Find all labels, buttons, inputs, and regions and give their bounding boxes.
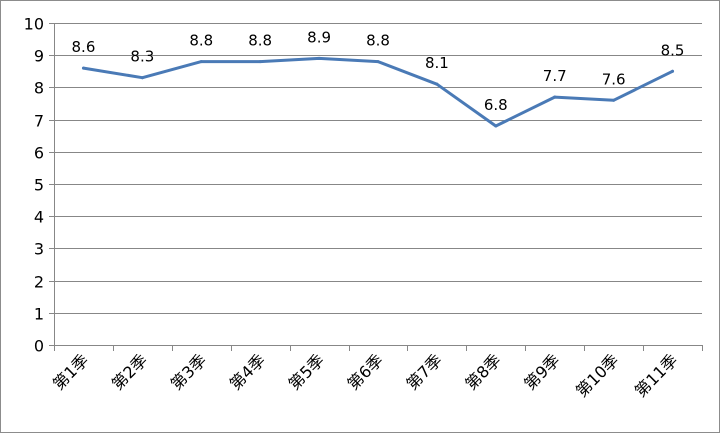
data-point bbox=[553, 95, 557, 99]
y-tick-label: 6 bbox=[34, 144, 44, 163]
y-tick-label: 3 bbox=[34, 240, 44, 259]
x-tick-label: 第10季 bbox=[572, 350, 622, 400]
data-point bbox=[199, 60, 203, 64]
y-tick-label: 10 bbox=[24, 15, 44, 34]
data-point bbox=[140, 76, 144, 80]
data-point bbox=[435, 82, 439, 86]
data-point bbox=[258, 60, 262, 64]
data-label: 6.8 bbox=[484, 96, 508, 114]
data-label: 8.8 bbox=[366, 32, 390, 50]
x-tick-labels: 第1季 第2季 第3季 第4季 第5季 第6季 第7季 第8季 第9季 第10季 第11季 bbox=[49, 350, 681, 400]
data-point bbox=[317, 56, 321, 60]
data-label: 7.7 bbox=[543, 67, 567, 85]
x-tick-label: 第1季 bbox=[49, 350, 92, 393]
y-tick-label: 7 bbox=[34, 112, 44, 131]
y-tick-label: 1 bbox=[34, 305, 44, 324]
data-label: 8.5 bbox=[661, 41, 685, 59]
x-tick-label: 第11季 bbox=[631, 350, 681, 400]
y-tick-label: 8 bbox=[34, 79, 44, 98]
data-label: 8.9 bbox=[307, 28, 331, 46]
x-tick-label: 第5季 bbox=[285, 350, 328, 393]
axes bbox=[49, 23, 703, 351]
y-tick-labels: 0 1 2 3 4 5 6 7 8 9 10 bbox=[24, 15, 44, 356]
y-tick-label: 4 bbox=[34, 208, 44, 227]
data-label: 8.8 bbox=[248, 32, 272, 50]
series bbox=[81, 56, 675, 128]
data-point bbox=[671, 69, 675, 73]
x-tick-label: 第9季 bbox=[520, 350, 563, 393]
y-tick-label: 5 bbox=[34, 176, 44, 195]
y-tick-label: 9 bbox=[34, 47, 44, 66]
x-tick-label: 第7季 bbox=[402, 350, 445, 393]
x-tick-label: 第3季 bbox=[167, 350, 210, 393]
x-tick-label: 第2季 bbox=[108, 350, 151, 393]
data-label: 8.3 bbox=[130, 48, 154, 66]
data-labels: 8.6 8.3 8.8 8.8 8.9 8.8 8.1 6.8 7.7 7.6 8.5 bbox=[72, 28, 685, 114]
series-line bbox=[82, 56, 674, 128]
y-tick-label: 2 bbox=[34, 273, 44, 292]
data-point bbox=[612, 98, 616, 102]
data-label: 8.6 bbox=[72, 38, 96, 56]
x-tick-label: 第6季 bbox=[344, 350, 387, 393]
y-tick-label: 0 bbox=[34, 337, 44, 356]
data-point bbox=[376, 60, 380, 64]
data-point bbox=[81, 66, 85, 70]
data-label: 8.1 bbox=[425, 54, 449, 72]
data-label: 8.8 bbox=[189, 32, 213, 50]
x-tick-label: 第4季 bbox=[226, 350, 269, 393]
gridlines bbox=[54, 23, 702, 314]
data-label: 7.6 bbox=[602, 70, 626, 88]
data-point bbox=[494, 124, 498, 128]
x-tick-label: 第8季 bbox=[461, 350, 504, 393]
